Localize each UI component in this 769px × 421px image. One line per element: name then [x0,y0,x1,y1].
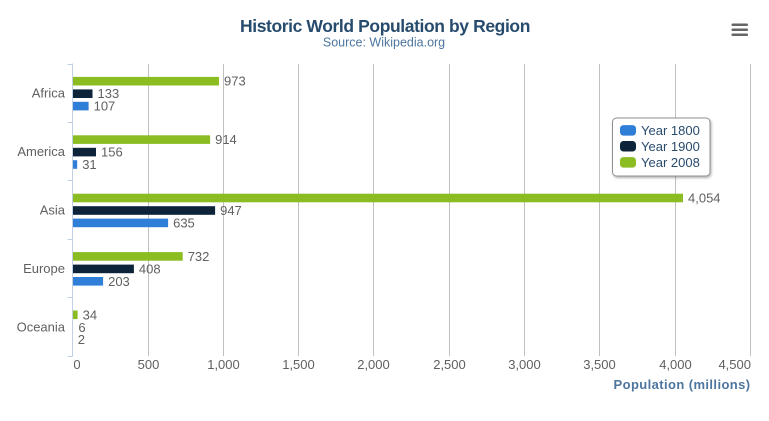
svg-text:3,500: 3,500 [583,357,616,372]
svg-text:America: America [17,144,65,159]
svg-text:4,500: 4,500 [718,357,751,372]
svg-text:4,000: 4,000 [659,357,692,372]
svg-text:34: 34 [83,307,97,322]
svg-text:4,054: 4,054 [688,191,721,206]
svg-text:500: 500 [138,357,160,372]
svg-text:732: 732 [188,249,210,264]
svg-text:107: 107 [94,99,116,114]
svg-text:0: 0 [73,357,80,372]
svg-text:Oceania: Oceania [17,319,66,334]
svg-text:Europe: Europe [23,261,65,276]
svg-text:31: 31 [82,157,96,172]
svg-text:2: 2 [78,332,85,347]
svg-text:Historic World Population by R: Historic World Population by Region [240,16,530,36]
svg-text:973: 973 [224,74,246,89]
svg-text:2,500: 2,500 [433,357,466,372]
svg-text:203: 203 [108,274,130,289]
svg-text:Population (millions): Population (millions) [614,377,751,392]
svg-text:156: 156 [101,145,123,160]
svg-text:6: 6 [78,320,85,335]
svg-text:635: 635 [173,215,195,230]
svg-text:Source: Wikipedia.org: Source: Wikipedia.org [323,36,445,50]
svg-text:Asia: Asia [40,203,66,218]
svg-text:Africa: Africa [32,86,66,101]
svg-text:Year 2008: Year 2008 [641,155,700,170]
svg-text:Year 1800: Year 1800 [641,123,700,138]
svg-text:2,000: 2,000 [357,357,390,372]
svg-text:133: 133 [98,86,120,101]
svg-text:Year 1900: Year 1900 [641,139,700,154]
svg-text:3,000: 3,000 [508,357,541,372]
svg-text:1,000: 1,000 [207,357,240,372]
svg-text:1,500: 1,500 [282,357,315,372]
svg-text:914: 914 [215,132,237,147]
svg-text:408: 408 [139,261,161,276]
svg-text:947: 947 [220,203,242,218]
